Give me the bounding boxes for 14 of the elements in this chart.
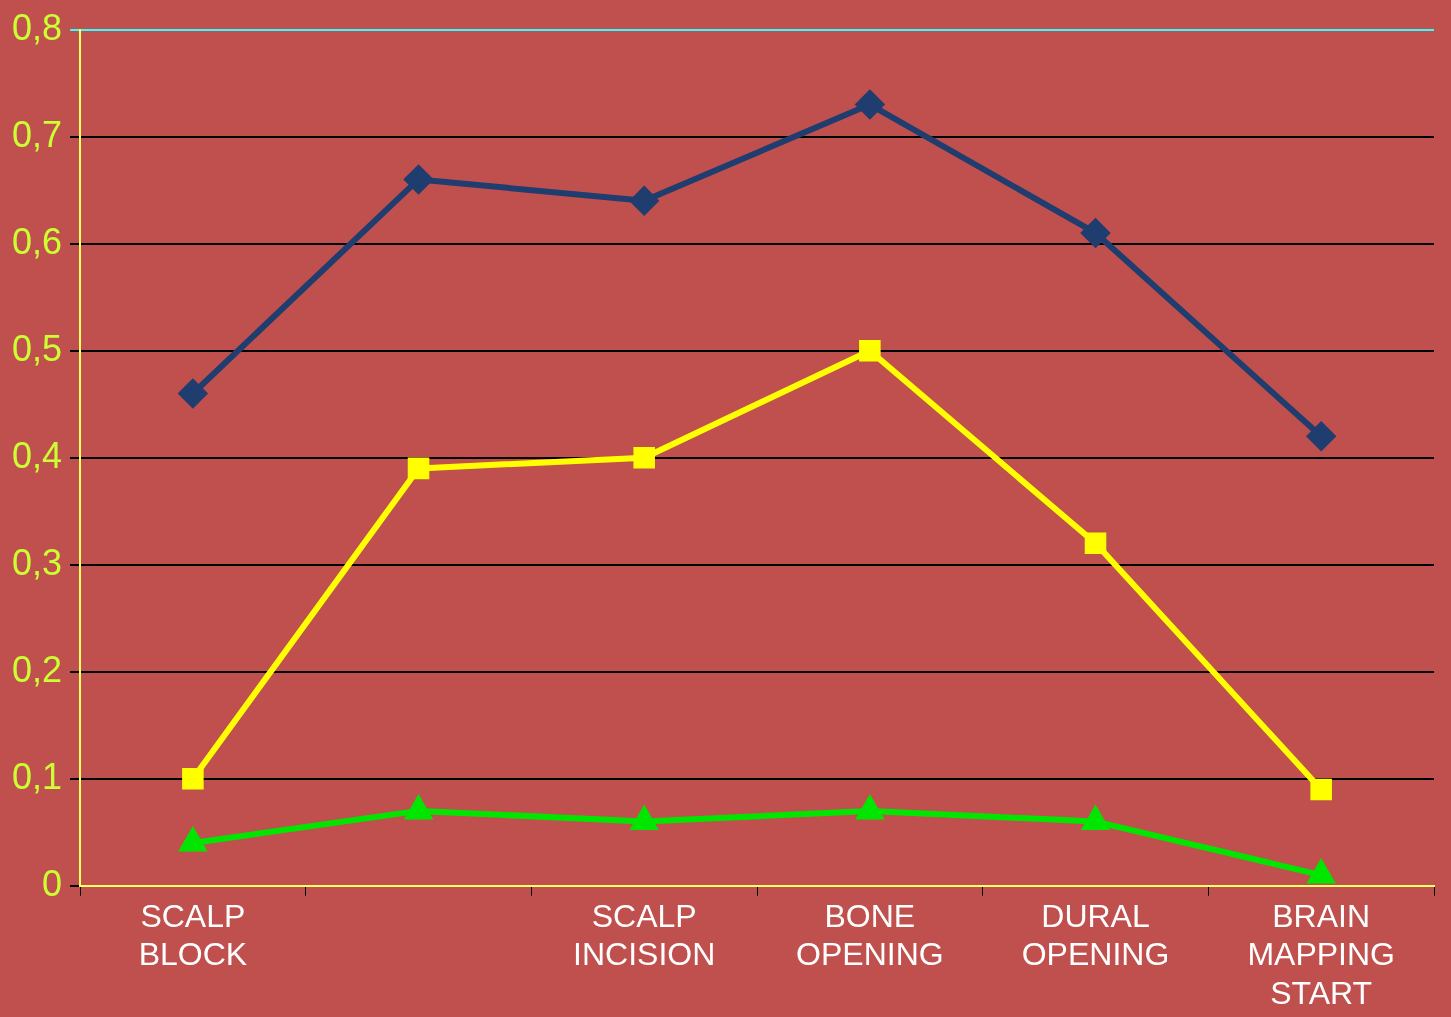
y-tick-label: 0,7 <box>12 113 63 155</box>
y-tick-label: 0,5 <box>12 327 63 369</box>
x-tick-label: DURAL OPENING <box>1021 897 1170 973</box>
y-tick-label: 0,4 <box>12 434 63 476</box>
y-tick-label: 0,3 <box>12 541 63 583</box>
y-tick-label: 0,2 <box>12 648 63 690</box>
x-tick-label: SCALP BLOCK <box>138 897 248 973</box>
y-tick-label: 0,6 <box>12 220 63 262</box>
y-tick-label: 0,8 <box>12 6 63 48</box>
y-tick-label: 0,1 <box>12 755 63 797</box>
x-tick-label: BONE OPENING <box>796 897 944 973</box>
x-tick-label: BRAIN MAPPING START <box>1247 897 1395 1011</box>
x-tick-label: SCALP INCISION <box>573 897 716 973</box>
y-tick-label: 0 <box>42 862 63 904</box>
